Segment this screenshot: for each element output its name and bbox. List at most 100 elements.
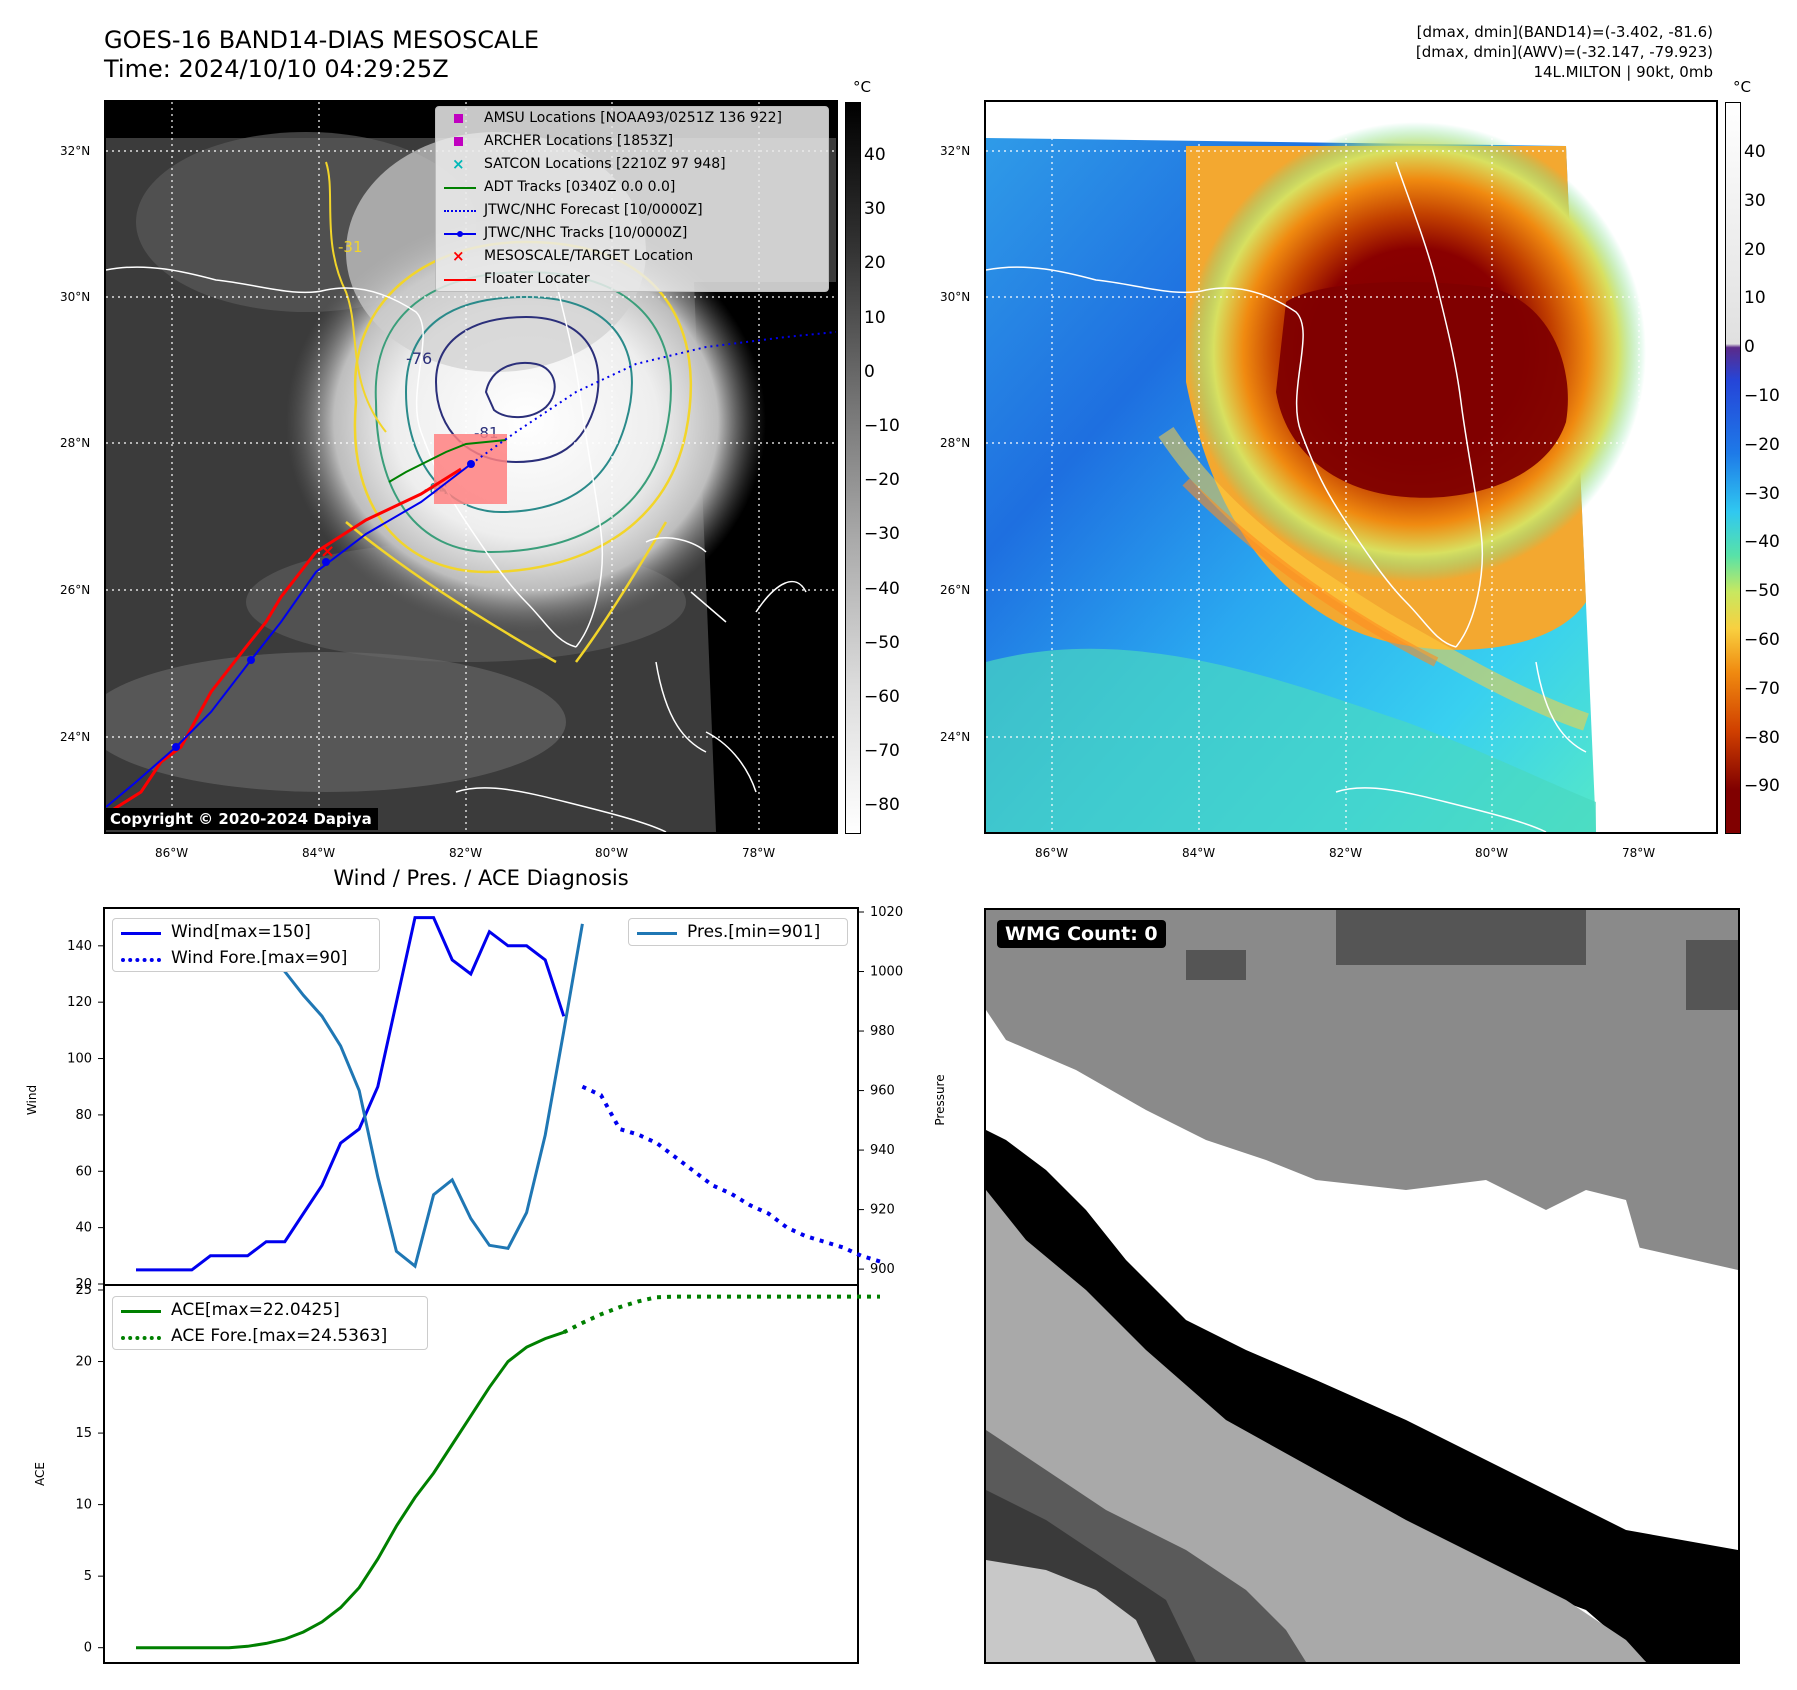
figure-title: GOES-16 BAND14-DIAS MESOSCALE Time: 2024… <box>104 26 539 84</box>
lon-label-80: 80°W <box>595 846 629 860</box>
ir-colorbar-tick: 40 <box>864 145 886 165</box>
legend-wind-forecast: Wind Fore.[max=90] <box>113 945 379 971</box>
ace-line-icon <box>121 1310 161 1313</box>
pressure-tick-label: 980 <box>870 1024 895 1039</box>
lat-label-32: 32°N <box>60 144 91 158</box>
wind-axis-label: Wind <box>25 1085 39 1115</box>
awv-lat-label-24: 24°N <box>940 730 971 744</box>
awv-coastlines <box>986 161 1587 832</box>
legend-ace: ACE[max=22.0425] <box>113 1297 427 1323</box>
awv-range: [dmax, dmin](AWV)=(-32.147, -79.923) <box>1415 43 1713 61</box>
awv-colorbar-tick: 10 <box>1744 288 1766 309</box>
awv-lon-label-80: 80°W <box>1475 846 1509 860</box>
wind-tick-label: 60 <box>75 1164 92 1179</box>
ace-tick-label: 15 <box>75 1426 92 1441</box>
ace-tick-label: 20 <box>75 1355 92 1370</box>
ace-tick-label: 5 <box>84 1569 92 1584</box>
pressure-tick-label: 940 <box>870 1143 895 1158</box>
awv-lon-label-84: 84°W <box>1182 846 1216 860</box>
ace-legend: ACE[max=22.0425] ACE Fore.[max=24.5363] <box>112 1296 428 1350</box>
legend-jtwc-tracks: JTWC/NHC Tracks [10/0000Z] <box>436 222 828 245</box>
awv-lat-label-28: 28°N <box>940 436 971 450</box>
ir-colorbar-unit: °C <box>853 78 871 96</box>
pressure-axis-label: Pressure <box>933 1074 947 1125</box>
lat-label-26: 26°N <box>60 583 91 597</box>
awv-colorbar-tick: 30 <box>1744 190 1766 211</box>
legend-wind: Wind[max=150] <box>113 919 379 945</box>
ir-colorbar-tick: 0 <box>864 361 875 382</box>
pressure-tick-label: 920 <box>870 1203 895 1218</box>
awv-colorbar <box>1725 102 1741 834</box>
ir-colorbar-tick: −60 <box>864 687 900 707</box>
lon-label-82: 82°W <box>449 846 483 860</box>
wind-forecast-line-icon <box>121 958 161 962</box>
awv-lat-label-26: 26°N <box>940 583 971 597</box>
awv-lon-label-82: 82°W <box>1329 846 1363 860</box>
legend-jtwc-forecast: JTWC/NHC Forecast [10/0000Z] <box>436 199 828 222</box>
awv-colorbar-tick: 40 <box>1744 142 1766 162</box>
awv-colorbar-tick: −90 <box>1744 776 1780 797</box>
ace-tick-label: 25 <box>75 1283 92 1298</box>
target-marker: × <box>320 541 335 562</box>
awv-map-graphic <box>986 102 1716 832</box>
pressure-tick-label: 960 <box>870 1084 895 1099</box>
title-product: GOES-16 BAND14-DIAS MESOSCALE <box>104 26 540 54</box>
lon-label-84: 84°W <box>302 846 336 860</box>
awv-map-panel <box>984 100 1718 834</box>
wmg-panel <box>984 908 1740 1664</box>
wmg-count-badge: WMG Count: 0 <box>997 920 1166 948</box>
wind-tick-label: 140 <box>67 939 92 954</box>
awv-colorbar-tick: −60 <box>1744 630 1780 650</box>
pressure-line-icon <box>637 932 677 935</box>
awv-colorbar-tick: −70 <box>1744 678 1780 699</box>
ir-colorbar-tick: 30 <box>864 199 886 220</box>
awv-colorbar-tick: −20 <box>1744 434 1780 455</box>
coastlines <box>106 266 807 832</box>
wmg-black-band <box>986 1130 1738 1662</box>
wind-tick-label: 100 <box>67 1052 92 1067</box>
storm-info: [dmax, dmin](BAND14)=(-3.402, -81.6) [dm… <box>1416 22 1713 82</box>
pressure-tick-label: 1000 <box>870 965 903 980</box>
awv-colorbar-tick: 0 <box>1744 337 1755 358</box>
awv-colorbar-tick: −50 <box>1744 581 1780 602</box>
wmg-graphic <box>986 910 1738 1662</box>
ir-map-legend: AMSU Locations [NOAA93/0251Z 136 922] AR… <box>435 106 829 292</box>
legend-adt: ADT Tracks [0340Z 0.0 0.0] <box>436 176 828 199</box>
awv-colorbar-unit: °C <box>1733 78 1751 96</box>
legend-archer: ARCHER Locations [1853Z] <box>436 130 828 153</box>
band14-range: [dmax, dmin](BAND14)=(-3.402, -81.6) <box>1416 23 1713 41</box>
pressure-line <box>136 919 584 1269</box>
ace-ticks: 25 20 15 10 5 0 <box>75 1283 104 1656</box>
pressure-tick-label: 900 <box>870 1262 895 1277</box>
awv-colorbar-tick: 20 <box>1744 239 1766 260</box>
wind-tick-label: 20 <box>75 1277 92 1292</box>
pressure-ticks: 1020 1000 980 960 940 920 900 <box>858 905 903 1277</box>
copyright-label: Copyright © 2020-2024 Dapiya <box>104 808 378 830</box>
ace-forecast-line <box>562 1294 880 1335</box>
storm-id: 14L.MILTON | 90kt, 0mb <box>1533 63 1713 81</box>
ir-colorbar-tick: −50 <box>864 632 900 653</box>
pressure-tick-label: 1020 <box>870 905 903 920</box>
lat-label-24: 24°N <box>60 730 91 744</box>
legend-target: × MESOSCALE/TARGET Location <box>452 247 694 265</box>
mesoscale-target-box <box>434 434 507 504</box>
awv-lon-label-78: 78°W <box>1622 846 1656 860</box>
legend-floater: Floater Locater <box>436 268 828 291</box>
awv-colorbar-tick: −80 <box>1744 727 1780 748</box>
ir-colorbar-tick: −40 <box>864 578 900 599</box>
adt-track <box>388 439 507 483</box>
lat-label-28: 28°N <box>60 436 91 450</box>
forecast-line-icon <box>444 210 476 212</box>
ace-tick-label: 0 <box>84 1641 92 1656</box>
awv-colorbar-tick: −10 <box>1744 386 1780 406</box>
floater-locater-track <box>106 467 462 816</box>
ace-series-group <box>136 1294 880 1650</box>
pressure-legend: Pres.[min=901] <box>628 918 848 946</box>
lon-label-78: 78°W <box>742 846 776 860</box>
awv-lat-label-32: 32°N <box>940 144 971 158</box>
awv-colorbar-tick: −40 <box>1744 532 1780 553</box>
awv-lon-label-86: 86°W <box>1035 846 1069 860</box>
jtwc-track <box>106 463 472 808</box>
wind-ticks: 140 120 100 80 60 40 20 <box>67 939 104 1292</box>
